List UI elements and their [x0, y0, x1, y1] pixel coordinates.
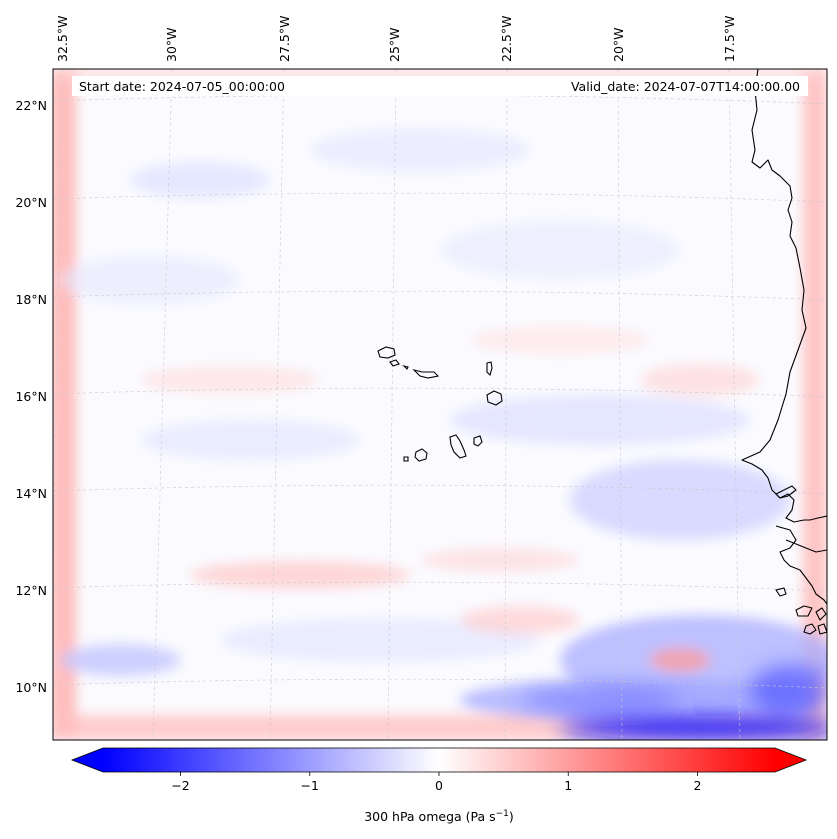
parallel	[53, 581, 827, 592]
start-date-text: Start date: 2024-07-05_00:00:00	[79, 79, 285, 94]
strong-ascent-core	[560, 716, 827, 740]
descent-patch	[640, 364, 760, 396]
latitude-labels: 22°N 20°N 18°N 16°N 14°N 12°N 10°N	[15, 98, 47, 695]
lon-label: 22.5°W	[499, 16, 514, 62]
coastline-gambia	[775, 485, 797, 499]
colorbar-label-exponent: −1	[496, 809, 509, 819]
colorbar-tick-label: 0	[435, 778, 443, 793]
ascent-patch	[450, 395, 750, 445]
coastline-river-estuary	[785, 539, 827, 553]
descent-patch	[470, 326, 650, 354]
ascent-patch	[440, 220, 680, 280]
cape-verde-islands	[377, 346, 503, 462]
lon-label: 20°W	[611, 27, 626, 62]
parallel	[53, 192, 827, 203]
colorbar-label: 300 hPa omega (Pa s−1)	[364, 809, 514, 824]
lat-label: 20°N	[15, 195, 47, 210]
descent-patch	[420, 548, 580, 572]
colorbar-label-close: )	[509, 809, 514, 824]
colorbar: −2 −1 0 1 2 300 hPa omega (Pa s−1)	[70, 747, 808, 824]
lat-label: 14°N	[15, 486, 47, 501]
meridian	[387, 69, 397, 740]
island-santiago	[449, 434, 467, 459]
colorbar-outline	[70, 747, 808, 773]
lat-label: 22°N	[15, 98, 47, 113]
boundary-band-top	[53, 69, 827, 80]
ascent-patch	[60, 644, 180, 676]
colorbar-tick-label: −2	[171, 778, 189, 793]
descent-patch	[190, 561, 410, 589]
coastline-guinea-bissau	[775, 525, 827, 605]
island-santo-antao	[377, 346, 396, 359]
colorbar-tick-label: 1	[564, 778, 572, 793]
parallel	[53, 94, 827, 105]
island-maio	[473, 435, 483, 447]
colorbar-extend-max	[775, 748, 806, 772]
ascent-patch	[130, 162, 270, 198]
west-africa-coastline	[741, 69, 827, 635]
island-boa-vista	[486, 390, 503, 406]
colorbar-body	[103, 748, 775, 772]
parallel	[53, 290, 827, 301]
boundary-band-left	[53, 69, 76, 740]
meridian	[269, 69, 285, 740]
longitude-labels: 32.5°W 30°W 27.5°W 25°W 22.5°W 20°W 17.5…	[55, 16, 737, 62]
map-frame	[52, 68, 828, 741]
map-panel	[53, 69, 827, 740]
island-fogo	[414, 448, 428, 462]
island-sao-nicolau	[412, 368, 440, 379]
valid-date-text: Valid_date: 2024-07-07T14:00:00.00	[571, 79, 800, 94]
ascent-patch	[60, 255, 240, 305]
colorbar-extend-min	[72, 748, 103, 772]
ascent-patch	[570, 460, 790, 540]
meridian	[152, 69, 173, 740]
descent-patch	[650, 648, 710, 672]
ascent-patch	[140, 420, 360, 460]
parallel	[53, 387, 827, 398]
strong-ascent-core	[520, 690, 680, 710]
colorbar-tick-label: −1	[301, 778, 319, 793]
lat-label: 16°N	[15, 389, 47, 404]
coastline-bijagos-4	[817, 623, 827, 635]
meridian	[504, 69, 508, 740]
ascent-patch	[220, 618, 540, 662]
colorbar-label-main: 300 hPa omega (Pa s	[364, 809, 495, 824]
lat-label: 10°N	[15, 680, 47, 695]
descent-patch	[460, 606, 580, 634]
island-sao-vicente	[389, 359, 400, 367]
descent-patch	[140, 366, 320, 394]
parallel	[53, 678, 827, 689]
coastline-bijagos-1	[795, 605, 813, 617]
lon-label: 25°W	[387, 27, 402, 62]
annotation-box	[72, 76, 808, 96]
lon-label: 17.5°W	[722, 16, 737, 62]
island-brava	[403, 456, 409, 462]
meridian	[728, 69, 741, 740]
coastline-mauritania-senegal	[741, 69, 827, 523]
gridlines	[53, 69, 827, 740]
colorbar-tick-label: 2	[693, 778, 701, 793]
meridian	[617, 69, 623, 740]
island-sal	[486, 361, 493, 377]
colorbar-ticks: −2 −1 0 1 2	[171, 772, 701, 793]
lat-label: 12°N	[15, 583, 47, 598]
coastline-bijagos-3	[803, 623, 817, 635]
lon-label: 32.5°W	[55, 16, 70, 62]
lon-label: 30°W	[164, 27, 179, 62]
strong-ascent-core	[750, 665, 827, 715]
coastline-bijagos-2	[815, 607, 827, 621]
lon-label: 27.5°W	[277, 16, 292, 62]
parallel	[53, 484, 827, 495]
lat-label: 18°N	[15, 292, 47, 307]
ascent-patch	[310, 128, 530, 172]
island-santa-luzia	[402, 364, 409, 370]
coastline-bijagos-5	[775, 587, 787, 597]
omega-field	[53, 69, 827, 740]
